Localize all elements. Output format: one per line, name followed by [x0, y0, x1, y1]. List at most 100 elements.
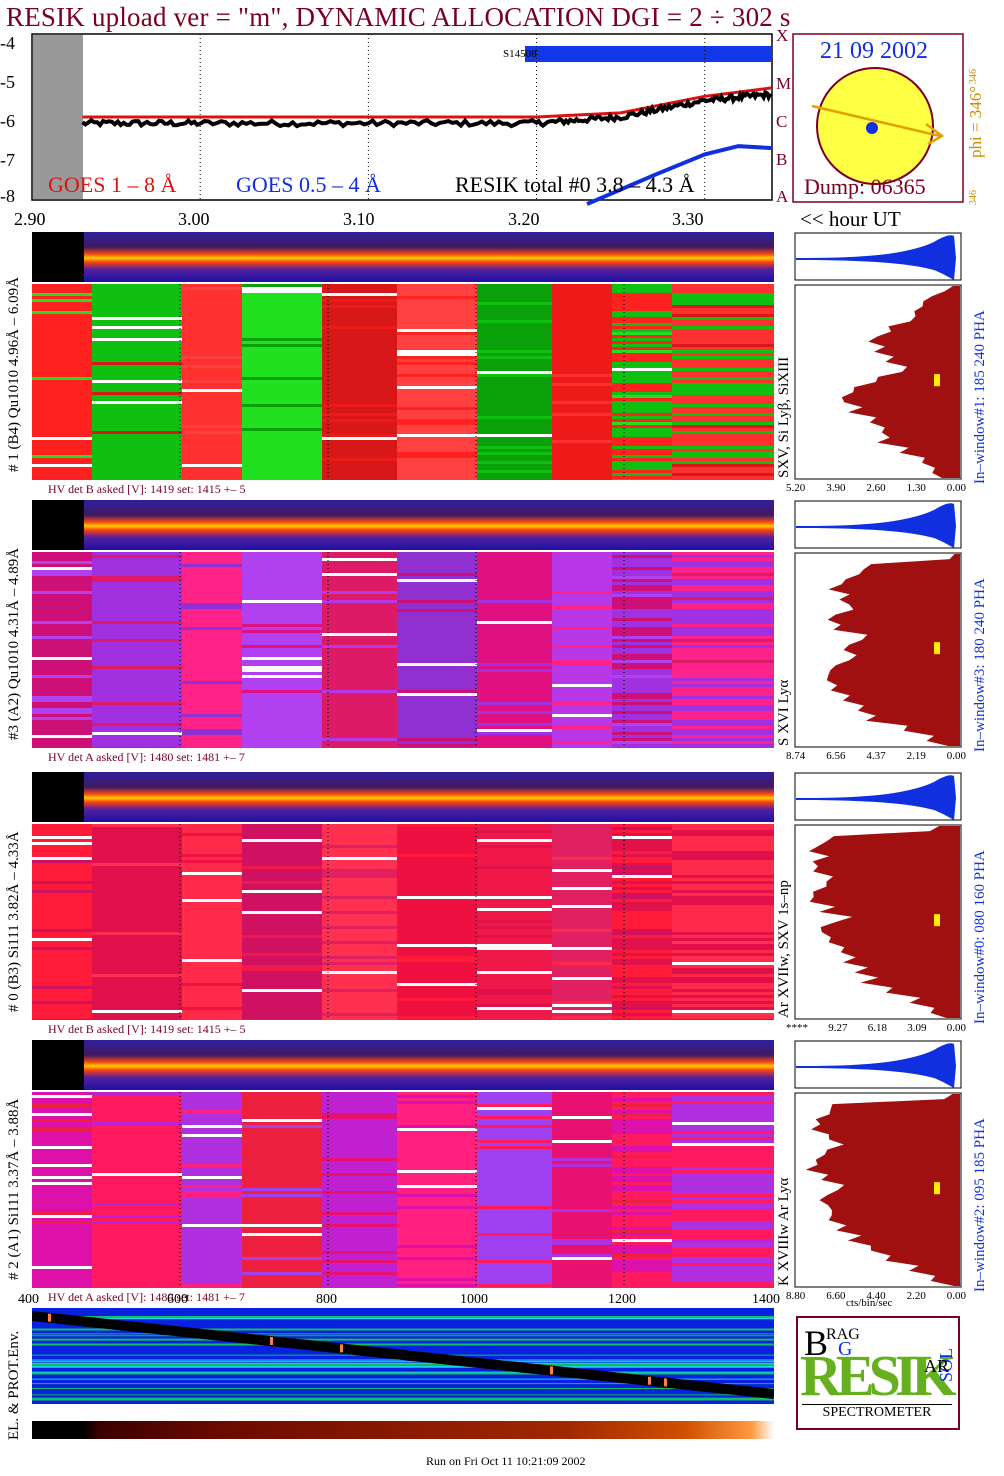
y-tick: -6: [0, 111, 15, 131]
phi-label: phi = 346°: [966, 85, 985, 158]
y-tick: -5: [0, 72, 15, 92]
dump-label: Dump: 06365: [804, 174, 926, 199]
scale-tick: 6.60: [826, 1290, 846, 1302]
pha-window-label: In–window#3: 180 240 PHA: [972, 578, 988, 752]
x-axis-unit: << hour UT: [800, 207, 901, 231]
raster-image: [32, 1092, 774, 1288]
scale-tick: 0.00: [946, 750, 966, 762]
scale-tick: 2.19: [906, 750, 926, 762]
spectrum-area: [826, 554, 960, 746]
detector-label: # 0 (B3) Si111 3.82Å – 4.33Å: [6, 831, 22, 1012]
spectrum-scale: 5.20 3.90 2.60 1.30 0.00: [786, 482, 966, 494]
detector-label: # 2 (A1) Si111 3.37Å – 3.88Å: [6, 1098, 22, 1280]
scale-tick: 8.74: [786, 750, 806, 762]
chart-title: RESIK upload ver = "m", DYNAMIC ALLOCATI…: [6, 2, 791, 32]
scale-tick: ****: [786, 1022, 808, 1034]
scale-tick: 3.90: [826, 482, 846, 494]
pha-window-label: In–window#0: 080 160 PHA: [972, 850, 988, 1024]
env-x-tick: 400: [18, 1292, 39, 1307]
env-x-tick: 1400: [752, 1292, 780, 1307]
x-tick: 2.90: [14, 209, 46, 229]
run-timestamp: Run on Fri Oct 11 10:21:09 2002: [426, 1454, 586, 1468]
spectrum-area: [809, 826, 960, 1018]
series-goes-1-8: [82, 86, 773, 119]
legend-resik: RESIK total #0 3.8 – 4.3 Å: [455, 172, 695, 197]
series-resik-total: [81, 89, 773, 129]
scale-tick: 4.37: [866, 750, 886, 762]
legend-goes054: GOES 0.5 – 4 Å: [236, 172, 381, 197]
marker-label: S14508: [503, 48, 537, 60]
units-label: cts/bin/sec: [846, 1297, 893, 1309]
hv-setting: HV det B asked [V]: 1419 set: 1415 +– 5: [48, 1022, 246, 1036]
strip-gap: [32, 772, 84, 822]
pha-window-label: In–window#1: 185 240 PHA: [972, 310, 988, 484]
scale-tick: 8.80: [786, 1290, 806, 1302]
sun-svg: [792, 33, 964, 203]
spectrum-strip: [32, 500, 774, 550]
spectrum-strip: [32, 772, 774, 822]
logo-text: AR: [924, 1356, 950, 1376]
line-identification: S XVI Lyα: [776, 679, 792, 746]
flare-class-label: M: [776, 74, 792, 93]
scale-tick: 4.40: [866, 1290, 886, 1302]
spectrum-scale: **** 9.27 6.18 3.09 0.00: [786, 1022, 966, 1034]
raster-image: [32, 552, 774, 748]
spectrum-strip: [32, 1040, 774, 1090]
event-tick: [550, 1366, 553, 1375]
scale-tick: 6.18: [867, 1022, 887, 1034]
hv-setting: HV det A asked [V]: 1480 set: 1481 +– 7: [48, 1290, 245, 1304]
raster-svg: [32, 1092, 774, 1288]
lightcurve-series: [81, 86, 773, 206]
raster-svg: [32, 824, 774, 1020]
env-map: [32, 1308, 774, 1404]
scale-tick: 1.30: [906, 482, 926, 494]
logo-letter: B: [804, 1323, 829, 1363]
pha-histogram: [794, 232, 962, 281]
strip-gap: [32, 1040, 84, 1090]
x-tick: 3.00: [178, 209, 210, 229]
date-label: 21 09 2002: [820, 38, 928, 64]
scale-tick: 6.56: [826, 750, 846, 762]
spectrum-profile: [794, 284, 962, 480]
x-tick: 3.10: [343, 209, 375, 229]
flare-class-label: C: [776, 112, 788, 131]
strip-gap: [32, 500, 84, 550]
env-x-tick: 600: [167, 1292, 188, 1307]
scale-tick: 0.00: [946, 1022, 966, 1034]
lightcurve-svg: [31, 33, 773, 206]
spectrum-profile: [794, 552, 962, 748]
raster-image: [32, 284, 774, 480]
orientation-arrow: [811, 104, 941, 138]
scale-tick: 2.60: [866, 482, 886, 494]
legend-goes18: GOES 1 – 8 Å: [48, 172, 177, 197]
phi-small-label: 346: [968, 69, 979, 84]
marker-bar: [525, 46, 771, 62]
series-goes-05-4: [586, 144, 773, 206]
detector-label: # 1 (B4) Qu1010 4.96Å – 6.09Å: [6, 277, 22, 472]
spectrum-profile: [794, 824, 962, 1020]
logo-subtitle: SPECTROMETER: [802, 1404, 952, 1421]
raster-image: [32, 824, 774, 1020]
flare-class-label: A: [776, 187, 789, 206]
x-tick: 3.30: [672, 209, 704, 229]
raster-svg: [32, 552, 774, 748]
env-label: EL. & PROT.Env.: [6, 1330, 22, 1440]
scale-tick: 0.00: [946, 482, 966, 494]
window-marker: [934, 914, 940, 927]
event-tick: [48, 1313, 51, 1322]
scale-tick: 3.09: [907, 1022, 927, 1034]
flare-class-label: B: [776, 150, 788, 169]
event-tick: [270, 1337, 273, 1346]
strip-gap: [32, 232, 84, 282]
logo-text: RAG: [826, 1326, 860, 1343]
spectrum-area: [841, 286, 960, 478]
detector-label: #3 (A2) Qu1010 4.31Å – 4.89Å: [6, 547, 22, 740]
color-scale-bar: [32, 1421, 774, 1439]
window-marker: [934, 374, 940, 387]
spacecraft-dot: [866, 122, 878, 134]
scale-tick: 9.27: [828, 1022, 848, 1034]
env-x-tick: 1000: [460, 1292, 488, 1307]
scale-tick: 2.20: [906, 1290, 926, 1302]
y-tick: -4: [0, 33, 15, 53]
window-marker: [934, 642, 940, 655]
